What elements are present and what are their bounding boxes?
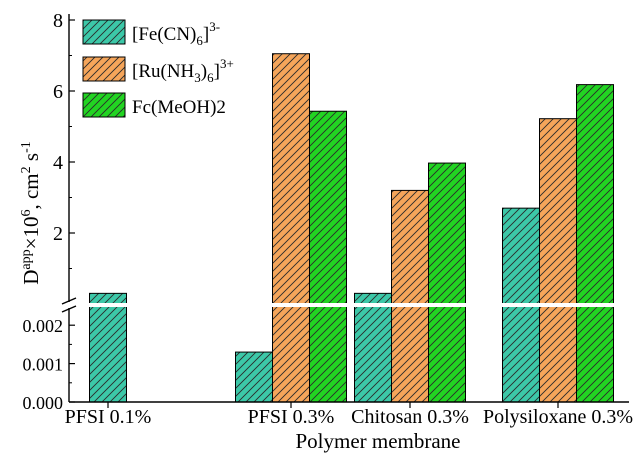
x-tick-label: Polysiloxane 0.3% xyxy=(483,406,633,428)
bar-3-3 xyxy=(428,162,466,403)
bar-2-3 xyxy=(391,189,429,403)
legend-swatch-fc xyxy=(82,92,126,118)
x-tick-label: Chitosan 0.3% xyxy=(351,406,469,428)
axes: Polymer membrane Dapp×106, cm2 s-1 2 4 6 8 0… xyxy=(19,10,633,453)
bar-3-2 xyxy=(309,110,347,403)
bar-2-4 xyxy=(539,118,577,403)
y-tick-label: 0.001 xyxy=(23,355,64,375)
y-tick-label: 2 xyxy=(53,223,63,245)
legend-swatch-ru xyxy=(82,56,126,82)
x-axis-label: Polymer membrane xyxy=(295,429,460,453)
y-tick-label: 0.000 xyxy=(23,393,64,413)
axis-break-gap xyxy=(65,303,633,307)
bar-2-2 xyxy=(272,53,310,403)
legend-label-fc: Fc(MeOH)2 xyxy=(132,97,226,118)
y-axis-label: Dapp×106, cm2 s-1 xyxy=(19,141,43,285)
y-tick-label: 8 xyxy=(53,10,63,32)
x-tick-label: PFSI 0.1% xyxy=(65,406,152,428)
legend-swatch-fe xyxy=(82,19,126,45)
bar-1-1 xyxy=(89,292,127,403)
bar-1-2 xyxy=(235,351,273,403)
legend: [Fe(CN)6]3- [Ru(NH3)6]3+ Fc(MeOH)2 xyxy=(82,19,234,118)
legend-label-ru: [Ru(NH3)6]3+ xyxy=(132,56,234,85)
bar-3-4 xyxy=(576,84,614,403)
x-tick-label: PFSI 0.3% xyxy=(248,406,335,428)
y-tick-label: 4 xyxy=(53,152,63,174)
legend-label-fe: [Fe(CN)6]3- xyxy=(132,19,220,48)
y-tick-label: 0.002 xyxy=(23,316,64,336)
axis-break-mark-upper xyxy=(61,297,77,305)
plot-area xyxy=(65,53,633,403)
axis-break-mark-lower xyxy=(61,305,77,313)
bar-1-3 xyxy=(354,292,392,403)
y-tick-label: 6 xyxy=(53,81,63,103)
